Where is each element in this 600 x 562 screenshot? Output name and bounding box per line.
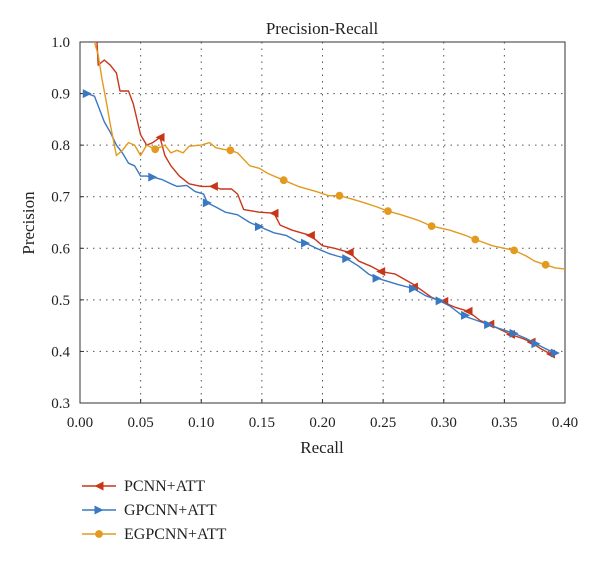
data-point-gpcnn-att (372, 273, 382, 283)
x-tick-label: 0.10 (188, 415, 214, 431)
y-tick-label: 0.6 (51, 241, 70, 257)
data-point-egpcnn-att (471, 235, 480, 244)
x-tick-label: 0.15 (249, 415, 275, 431)
y-tick-label: 0.3 (51, 396, 70, 412)
data-point-egpcnn-att (510, 246, 518, 255)
y-tick-label: 0.4 (51, 344, 70, 360)
data-point-egpcnn-att (427, 222, 436, 231)
series-line-gpcnn-att (87, 92, 556, 354)
legend-swatch-marker (94, 505, 104, 515)
y-tick-label: 1.0 (51, 35, 70, 51)
data-point-egpcnn-att (335, 191, 344, 200)
x-tick-label: 0.00 (67, 415, 93, 431)
legend-label: PCNN+ATT (124, 478, 205, 495)
legend-item-pcnn-att: PCNN+ATT (82, 478, 205, 495)
data-point-egpcnn-att (279, 176, 288, 185)
chart-title: Precision-Recall (266, 19, 379, 38)
data-point-gpcnn-att (342, 254, 352, 264)
data-point-gpcnn-att (435, 296, 445, 306)
series-gpcnn-att (82, 89, 560, 358)
y-axis-label: Precision (19, 191, 38, 255)
data-point-pcnn-att (305, 230, 315, 240)
series-pcnn-att (96, 42, 555, 359)
data-point-gpcnn-att (254, 222, 264, 232)
x-tick-label: 0.25 (370, 415, 396, 431)
data-point-gpcnn-att (148, 172, 158, 182)
y-tick-label: 0.5 (51, 293, 70, 309)
data-point-gpcnn-att (531, 339, 541, 349)
grid-lines (80, 42, 565, 403)
y-tick-label: 0.8 (51, 138, 70, 154)
series-egpcnn-att (93, 42, 565, 270)
legend-item-gpcnn-att: GPCNN+ATT (82, 502, 217, 519)
y-tick-label: 0.7 (51, 190, 70, 206)
data-point-pcnn-att (269, 208, 279, 218)
data-point-egpcnn-att (541, 260, 550, 269)
legend-label: EGPCNN+ATT (124, 526, 227, 543)
data-point-egpcnn-att (226, 146, 235, 155)
data-point-pcnn-att (155, 132, 165, 142)
data-point-gpcnn-att (301, 238, 311, 248)
x-tick-label: 0.20 (309, 415, 335, 431)
data-point-gpcnn-att (82, 89, 92, 99)
y-tick-label: 0.9 (51, 87, 70, 103)
legend-item-egpcnn-att: EGPCNN+ATT (82, 526, 227, 543)
x-tick-label: 0.30 (431, 415, 457, 431)
data-point-gpcnn-att (550, 348, 560, 358)
data-point-pcnn-att (208, 181, 218, 191)
data-point-egpcnn-att (151, 145, 160, 154)
x-tick-label: 0.05 (128, 415, 154, 431)
data-point-gpcnn-att (509, 328, 519, 338)
legend-swatch-marker (94, 481, 104, 491)
legend-swatch-marker (95, 530, 103, 538)
data-point-pcnn-att (344, 247, 354, 257)
data-point-gpcnn-att (461, 310, 471, 320)
legend-label: GPCNN+ATT (124, 502, 217, 519)
x-tick-label: 0.35 (491, 415, 517, 431)
axis-ticks: 0.00 0.05 0.10 0.15 0.20 0.25 0.30 0.35 0.40 0.3 0… (51, 35, 578, 431)
series-line-pcnn-att (96, 42, 551, 355)
data-point-pcnn-att (463, 306, 473, 316)
x-axis-label: Recall (300, 438, 344, 457)
data-point-egpcnn-att (384, 207, 392, 216)
legend: PCNN+ATT GPCNN+ATT EGPCNN+ATT (82, 478, 227, 543)
x-tick-label: 0.40 (552, 415, 578, 431)
series-group (82, 42, 565, 359)
data-point-gpcnn-att (202, 198, 212, 208)
data-point-gpcnn-att (484, 320, 494, 330)
data-point-pcnn-att (376, 266, 386, 276)
data-point-gpcnn-att (408, 284, 418, 294)
